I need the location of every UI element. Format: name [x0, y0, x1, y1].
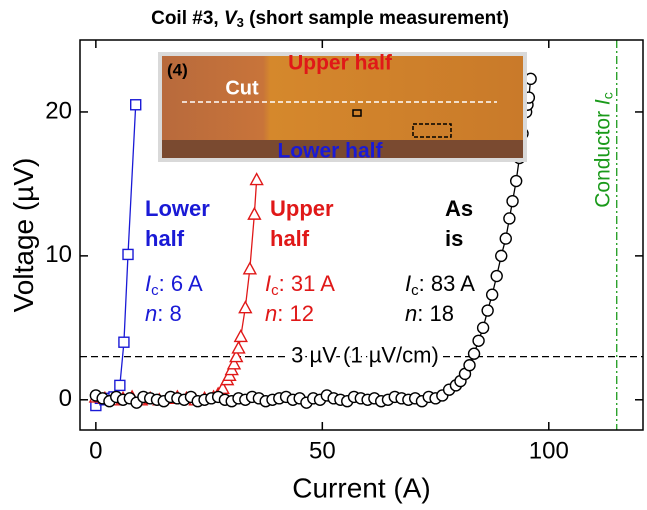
- text-part: I: [145, 271, 151, 296]
- chart-title: Coil #3, V3 (short sample measurement): [151, 8, 509, 30]
- y-tick-label: 20: [45, 97, 72, 124]
- x-tick-label: 100: [529, 437, 569, 464]
- data-point: [481, 304, 494, 317]
- data-point: [233, 328, 248, 343]
- text-part: 3: [237, 15, 244, 30]
- inset-edge: [162, 140, 523, 158]
- ic-label: Ic: 83 A: [405, 271, 475, 299]
- x-axis-title: Current (A): [292, 472, 430, 503]
- data-point: [118, 336, 130, 348]
- inset-lower: Lower half: [277, 140, 383, 163]
- ic-label: Ic: 6 A: [145, 271, 203, 299]
- data-point: [122, 248, 134, 261]
- text-part: n: [145, 301, 157, 326]
- data-point: [242, 261, 258, 275]
- data-point: [231, 340, 246, 354]
- x-tick-label: 0: [89, 437, 102, 464]
- data-point: [476, 321, 490, 335]
- data-point: [467, 347, 481, 360]
- inset-tag: (4): [167, 60, 188, 79]
- text-part: I: [265, 271, 271, 296]
- data-point: [238, 300, 253, 314]
- data-point: [509, 174, 523, 188]
- data-point: [463, 359, 476, 372]
- data-point: [499, 232, 512, 245]
- text-part: c: [411, 282, 419, 299]
- data-point: [249, 172, 264, 186]
- text-part: µV: [369, 342, 397, 367]
- text-part: µV: [8, 167, 39, 202]
- text-part: µV: [310, 342, 338, 367]
- data-point: [226, 356, 242, 370]
- series-label: Upper half: [270, 196, 340, 251]
- text-part: Voltage (: [8, 201, 39, 312]
- text-part: Conductor: [591, 105, 614, 208]
- data-point: [495, 249, 508, 263]
- text-part: c: [151, 282, 159, 299]
- text-part: : 6 A: [159, 271, 203, 296]
- x-tick-label: 50: [309, 437, 336, 464]
- data-point: [472, 334, 485, 347]
- series-label: Lower half: [145, 196, 216, 251]
- text-part: : 83 A: [419, 271, 476, 296]
- criterion-label: 3 µV (1 µV/cm): [291, 342, 439, 367]
- data-point: [485, 288, 499, 301]
- n-label: n: 8: [145, 301, 182, 326]
- text-part: n: [405, 301, 417, 326]
- inset-cut: Cut: [225, 77, 259, 99]
- data-point: [247, 206, 262, 220]
- data-point: [229, 349, 244, 363]
- plot-frame: [79, 39, 644, 431]
- text-part: I: [591, 99, 614, 105]
- marker-box: [412, 123, 452, 138]
- text-part: /cm): [396, 342, 439, 367]
- text-part: c: [599, 92, 615, 99]
- text-part: 3: [291, 342, 309, 367]
- n-label: n: 12: [265, 301, 314, 326]
- text-part: c: [271, 282, 279, 299]
- text-part: : 8: [157, 301, 181, 326]
- text-part: : 18: [417, 301, 454, 326]
- text-part: Coil #3,: [151, 8, 224, 29]
- data-point: [114, 379, 126, 392]
- inset-photo: (4) Upper half Cut Lower half: [158, 52, 527, 163]
- text-part: I: [405, 271, 411, 296]
- text-part: ): [8, 158, 39, 167]
- text-part: : 12: [277, 301, 314, 326]
- y-axis-title: Voltage (µV): [8, 158, 39, 313]
- inset-upper: Upper half: [288, 52, 393, 75]
- marker-box: [352, 109, 362, 117]
- text-part: V: [224, 8, 238, 29]
- text-part: (1: [337, 342, 369, 367]
- inset-tape: [162, 56, 523, 140]
- text-part: n: [265, 301, 277, 326]
- data-point: [130, 99, 142, 111]
- n-label: n: 18: [405, 301, 454, 326]
- conductor-ic-label: Conductor Ic: [591, 92, 615, 208]
- text-part: : 31 A: [279, 271, 336, 296]
- y-tick-label: 10: [45, 241, 72, 268]
- y-tick-label: 0: [59, 385, 72, 412]
- data-point: [503, 212, 516, 225]
- data-point: [506, 194, 519, 208]
- text-part: (short sample measurement): [244, 8, 509, 29]
- series-label: As is: [445, 196, 479, 251]
- ic-label: Ic: 31 A: [265, 271, 335, 299]
- data-point: [490, 269, 503, 283]
